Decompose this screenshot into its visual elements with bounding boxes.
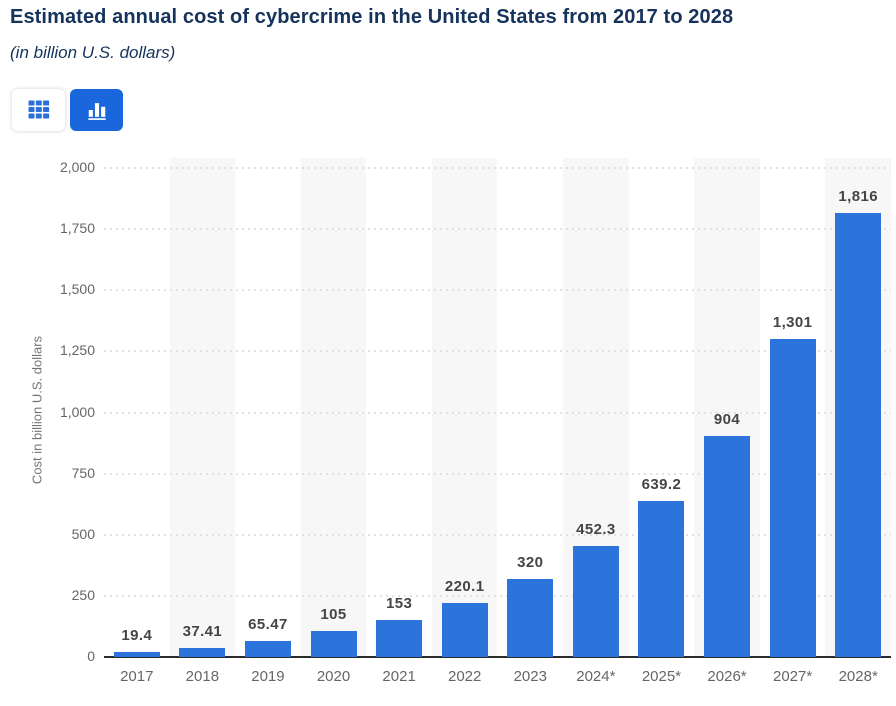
bar[interactable]: [769, 338, 816, 657]
bar[interactable]: [310, 631, 357, 657]
bar-value-label: 105: [320, 606, 347, 624]
grid-line: [104, 472, 891, 475]
bar[interactable]: [244, 640, 291, 657]
x-tick-label: 2028*: [838, 668, 878, 685]
x-tick-label: 2019: [251, 668, 285, 685]
x-tick-label: 2026*: [707, 668, 747, 685]
x-tick-label: 2018: [185, 668, 220, 685]
bar[interactable]: [572, 546, 619, 657]
grid-line: [104, 594, 891, 597]
x-tick-label: 2025*: [641, 668, 682, 685]
bar-value-label: 904: [713, 410, 741, 428]
chart-view-button[interactable]: [70, 89, 123, 131]
bar[interactable]: [179, 647, 226, 657]
x-tick-label: 2027*: [773, 668, 813, 685]
bar-value-label: 19.4: [121, 627, 153, 645]
bar[interactable]: [376, 619, 423, 657]
grid-line: [104, 411, 891, 414]
grid-line: [104, 350, 891, 353]
bar-value-label: 65.47: [248, 615, 288, 633]
grid-line: [104, 289, 891, 292]
x-tick-label: 2022: [448, 668, 482, 685]
y-tick-label: 2,000: [59, 159, 95, 175]
x-tick-label: 2020: [316, 668, 351, 685]
bar-value-label: 153: [386, 594, 413, 612]
bar[interactable]: [704, 435, 751, 657]
bar[interactable]: [113, 652, 160, 657]
x-axis-line: [104, 656, 891, 658]
grid-line: [104, 533, 891, 536]
bar-value-label: 320: [517, 553, 544, 571]
x-tick-label: 2024*: [576, 668, 616, 685]
table-view-button[interactable]: [12, 89, 65, 131]
x-tick-label: 2021: [382, 668, 416, 685]
column-stripe: [431, 158, 498, 657]
y-tick-label: 1,000: [59, 403, 95, 420]
grid-line: [104, 167, 891, 169]
grid-line: [104, 228, 891, 231]
y-tick-label: 0: [87, 648, 95, 664]
bar[interactable]: [835, 212, 882, 657]
bar-chart-icon: [87, 103, 106, 120]
y-tick-label: 250: [71, 586, 95, 603]
bar[interactable]: [507, 578, 554, 657]
bar-value-label: 1,816: [838, 187, 878, 205]
x-tick-label: 2023: [513, 668, 547, 685]
page-subtitle: (in billion U.S. dollars): [10, 43, 176, 62]
y-tick-label: 750: [71, 464, 95, 481]
table-grid-icon: [28, 100, 49, 119]
y-tick-label: 1,500: [59, 281, 95, 298]
bar-value-label: 37.41: [182, 622, 223, 640]
y-tick-label: 500: [71, 525, 95, 542]
y-tick-label: 1,750: [59, 220, 95, 237]
bar-value-label: 452.3: [576, 521, 616, 539]
bar-value-label: 220.1: [444, 578, 485, 596]
column-stripe: [169, 158, 236, 657]
y-tick-label: 1,250: [59, 342, 95, 359]
bar[interactable]: [441, 603, 488, 657]
view-toggle-toolbar: [12, 89, 123, 131]
bar-value-label: 1,301: [772, 313, 813, 331]
page-title: Estimated annual cost of cybercrime in t…: [10, 6, 734, 28]
column-stripe: [300, 158, 367, 657]
bar[interactable]: [638, 500, 685, 657]
x-tick-label: 2017: [120, 668, 154, 685]
bar-value-label: 639.2: [641, 475, 682, 493]
